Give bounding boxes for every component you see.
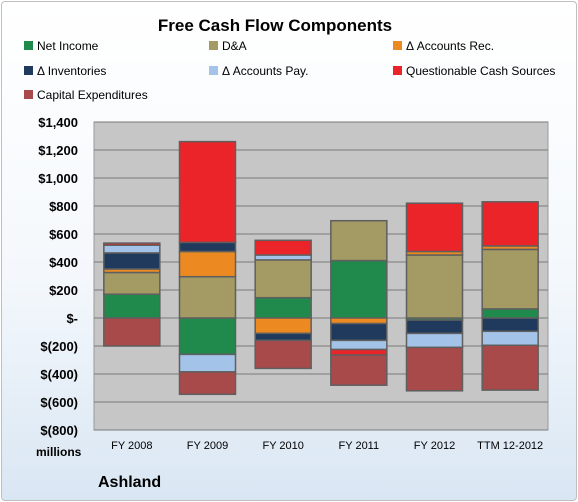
chart-title: Free Cash Flow Components: [157, 16, 393, 35]
y-tick-label: $1,000: [38, 171, 78, 186]
bar-segment: [330, 348, 388, 356]
plot-area: [93, 121, 549, 431]
bar-segment: [254, 317, 312, 335]
bar-segment: [178, 140, 237, 244]
bar-segment: [330, 259, 388, 319]
bar-segment: [178, 353, 237, 373]
bar-segment: [481, 248, 539, 310]
bar-segment: [178, 371, 237, 396]
bar-segment: [481, 330, 539, 347]
y-tick-label: $400: [49, 255, 78, 270]
bar-segment: [405, 254, 464, 319]
legend-label: D&A: [222, 39, 247, 53]
unit-label: millions: [36, 445, 82, 459]
bar-segment: [330, 354, 388, 386]
bar-segment: [481, 201, 539, 247]
bar-segment: [178, 250, 237, 278]
bar-segment: [405, 332, 464, 349]
y-tick-label: $800: [49, 199, 78, 214]
bar-segment: [254, 296, 312, 319]
bar-segment: [481, 344, 539, 391]
y-tick-label: $-: [66, 311, 78, 326]
x-tick-label: FY 2012: [414, 440, 455, 452]
bar-segment: [103, 317, 161, 347]
bar-segment: [254, 239, 312, 256]
legend-label: Δ Accounts Pay.: [222, 64, 309, 78]
bar-segment: [481, 317, 539, 333]
legend-swatch: [24, 66, 33, 75]
bar-segment: [103, 244, 161, 254]
y-tick-label: $(800): [40, 423, 78, 438]
y-tick-label: $(600): [40, 395, 78, 410]
bar-segment: [178, 241, 237, 253]
bar-segment: [178, 317, 237, 356]
bar-segment: [405, 202, 464, 253]
bar-segment: [330, 339, 388, 351]
legend-label: Capital Expenditures: [37, 88, 148, 102]
x-tick-label: FY 2011: [339, 440, 380, 452]
legend-swatch: [393, 66, 402, 75]
bar-segment: [481, 308, 539, 319]
legend-swatch: [24, 41, 33, 50]
y-tick-label: $(400): [40, 367, 78, 382]
legend-swatch: [209, 66, 218, 75]
bar-segment: [254, 339, 312, 370]
y-tick-label: $(200): [40, 339, 78, 354]
y-tick-label: $200: [49, 283, 78, 298]
legend-swatch: [209, 41, 218, 50]
bar-segment: [103, 271, 161, 295]
bar-segment: [330, 317, 388, 325]
legend-swatch: [393, 41, 402, 50]
legend-label: Questionable Cash Sources: [406, 64, 556, 78]
x-tick-label: TTM 12-2012: [477, 440, 543, 452]
legend-label: Net Income: [37, 39, 99, 53]
y-tick-label: $1,400: [38, 115, 78, 130]
legend-label: Δ Accounts Rec.: [406, 39, 495, 53]
x-tick-label: FY 2008: [111, 440, 152, 452]
bar-segment: [405, 319, 464, 335]
legend-swatch: [24, 90, 33, 99]
company-name: Ashland: [98, 474, 162, 491]
y-tick-label: $600: [49, 227, 78, 242]
bar-segment: [178, 275, 237, 319]
bar-segment: [254, 259, 312, 299]
bar-segment: [405, 346, 464, 392]
bar-segment: [103, 293, 161, 319]
bar-segment: [330, 219, 388, 262]
bar-segment: [254, 332, 312, 342]
x-tick-label: FY 2009: [187, 440, 228, 452]
legend-label: Δ Inventories: [37, 64, 107, 78]
bar-segment: [103, 252, 161, 270]
y-tick-label: $1,200: [38, 143, 78, 158]
x-tick-label: FY 2010: [262, 440, 303, 452]
bar-segment: [330, 322, 388, 342]
bar-segment: [103, 242, 161, 246]
